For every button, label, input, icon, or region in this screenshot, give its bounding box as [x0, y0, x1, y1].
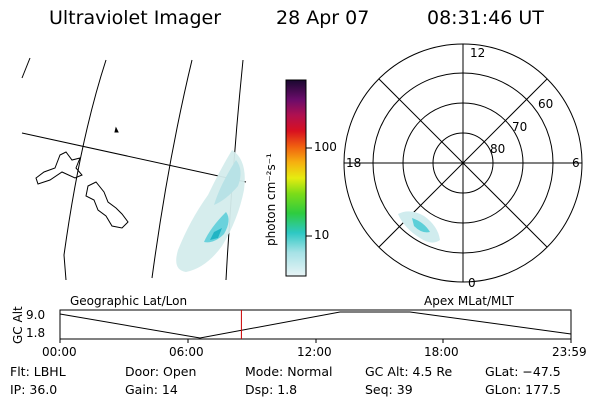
status-door: Door: Open [125, 364, 197, 379]
status-seq: Seq: 39 [365, 382, 413, 397]
aurora-geographic [176, 150, 245, 272]
mlt-label-6: 6 [572, 156, 580, 170]
mlt-label-0: 0 [468, 276, 476, 290]
header-date: 28 Apr 07 [276, 7, 370, 29]
timeline-ytick-1-8: 1.8 [26, 326, 46, 340]
coastline [35, 126, 129, 229]
polar-plot [343, 43, 583, 283]
status-gc-alt: GC Alt: 4.5 Re [365, 364, 453, 379]
colorbar [285, 79, 307, 277]
status-gain: Gain: 14 [125, 382, 178, 397]
colorbar-unit-label: photon cm⁻²s⁻¹ [264, 153, 278, 246]
timeline-axis-label: GC Alt [11, 306, 25, 344]
timeline-xtick-1800: 18:00 [424, 345, 459, 359]
lat-label-60: 60 [538, 97, 554, 111]
timeline-left-title: Geographic Lat/Lon [70, 294, 188, 308]
lat-label-70: 70 [512, 120, 528, 134]
timeline-ytick-9: 9.0 [26, 308, 46, 322]
timeline-xtick-0000: 00:00 [42, 345, 77, 359]
colorbar-tick-10: 10 [314, 228, 330, 242]
aurora-polar [398, 211, 440, 243]
timeline-xtick-1200: 12:00 [297, 345, 332, 359]
status-flt: Flt: LBHL [10, 364, 66, 379]
status-glat: GLat: −47.5 [485, 364, 561, 379]
mlt-label-18: 18 [346, 156, 362, 170]
timeline-xtick-0600: 06:00 [169, 345, 204, 359]
timeline-right-title: Apex MLat/MLT [424, 294, 514, 308]
status-dsp: Dsp: 1.8 [245, 382, 298, 397]
instrument-title: Ultraviolet Imager [49, 7, 222, 29]
timeline-xtick-2359: 23:59 [552, 345, 587, 359]
status-ip: IP: 36.0 [10, 382, 58, 397]
timeline-frame [59, 309, 572, 340]
altitude-curve [59, 311, 572, 339]
lat-label-80: 80 [490, 142, 506, 156]
colorbar-tick-100: 100 [314, 140, 337, 154]
status-glon: GLon: 177.5 [485, 382, 561, 397]
mlt-label-12: 12 [470, 46, 486, 60]
status-mode: Mode: Normal [245, 364, 333, 379]
header-time: 08:31:46 UT [427, 7, 544, 29]
